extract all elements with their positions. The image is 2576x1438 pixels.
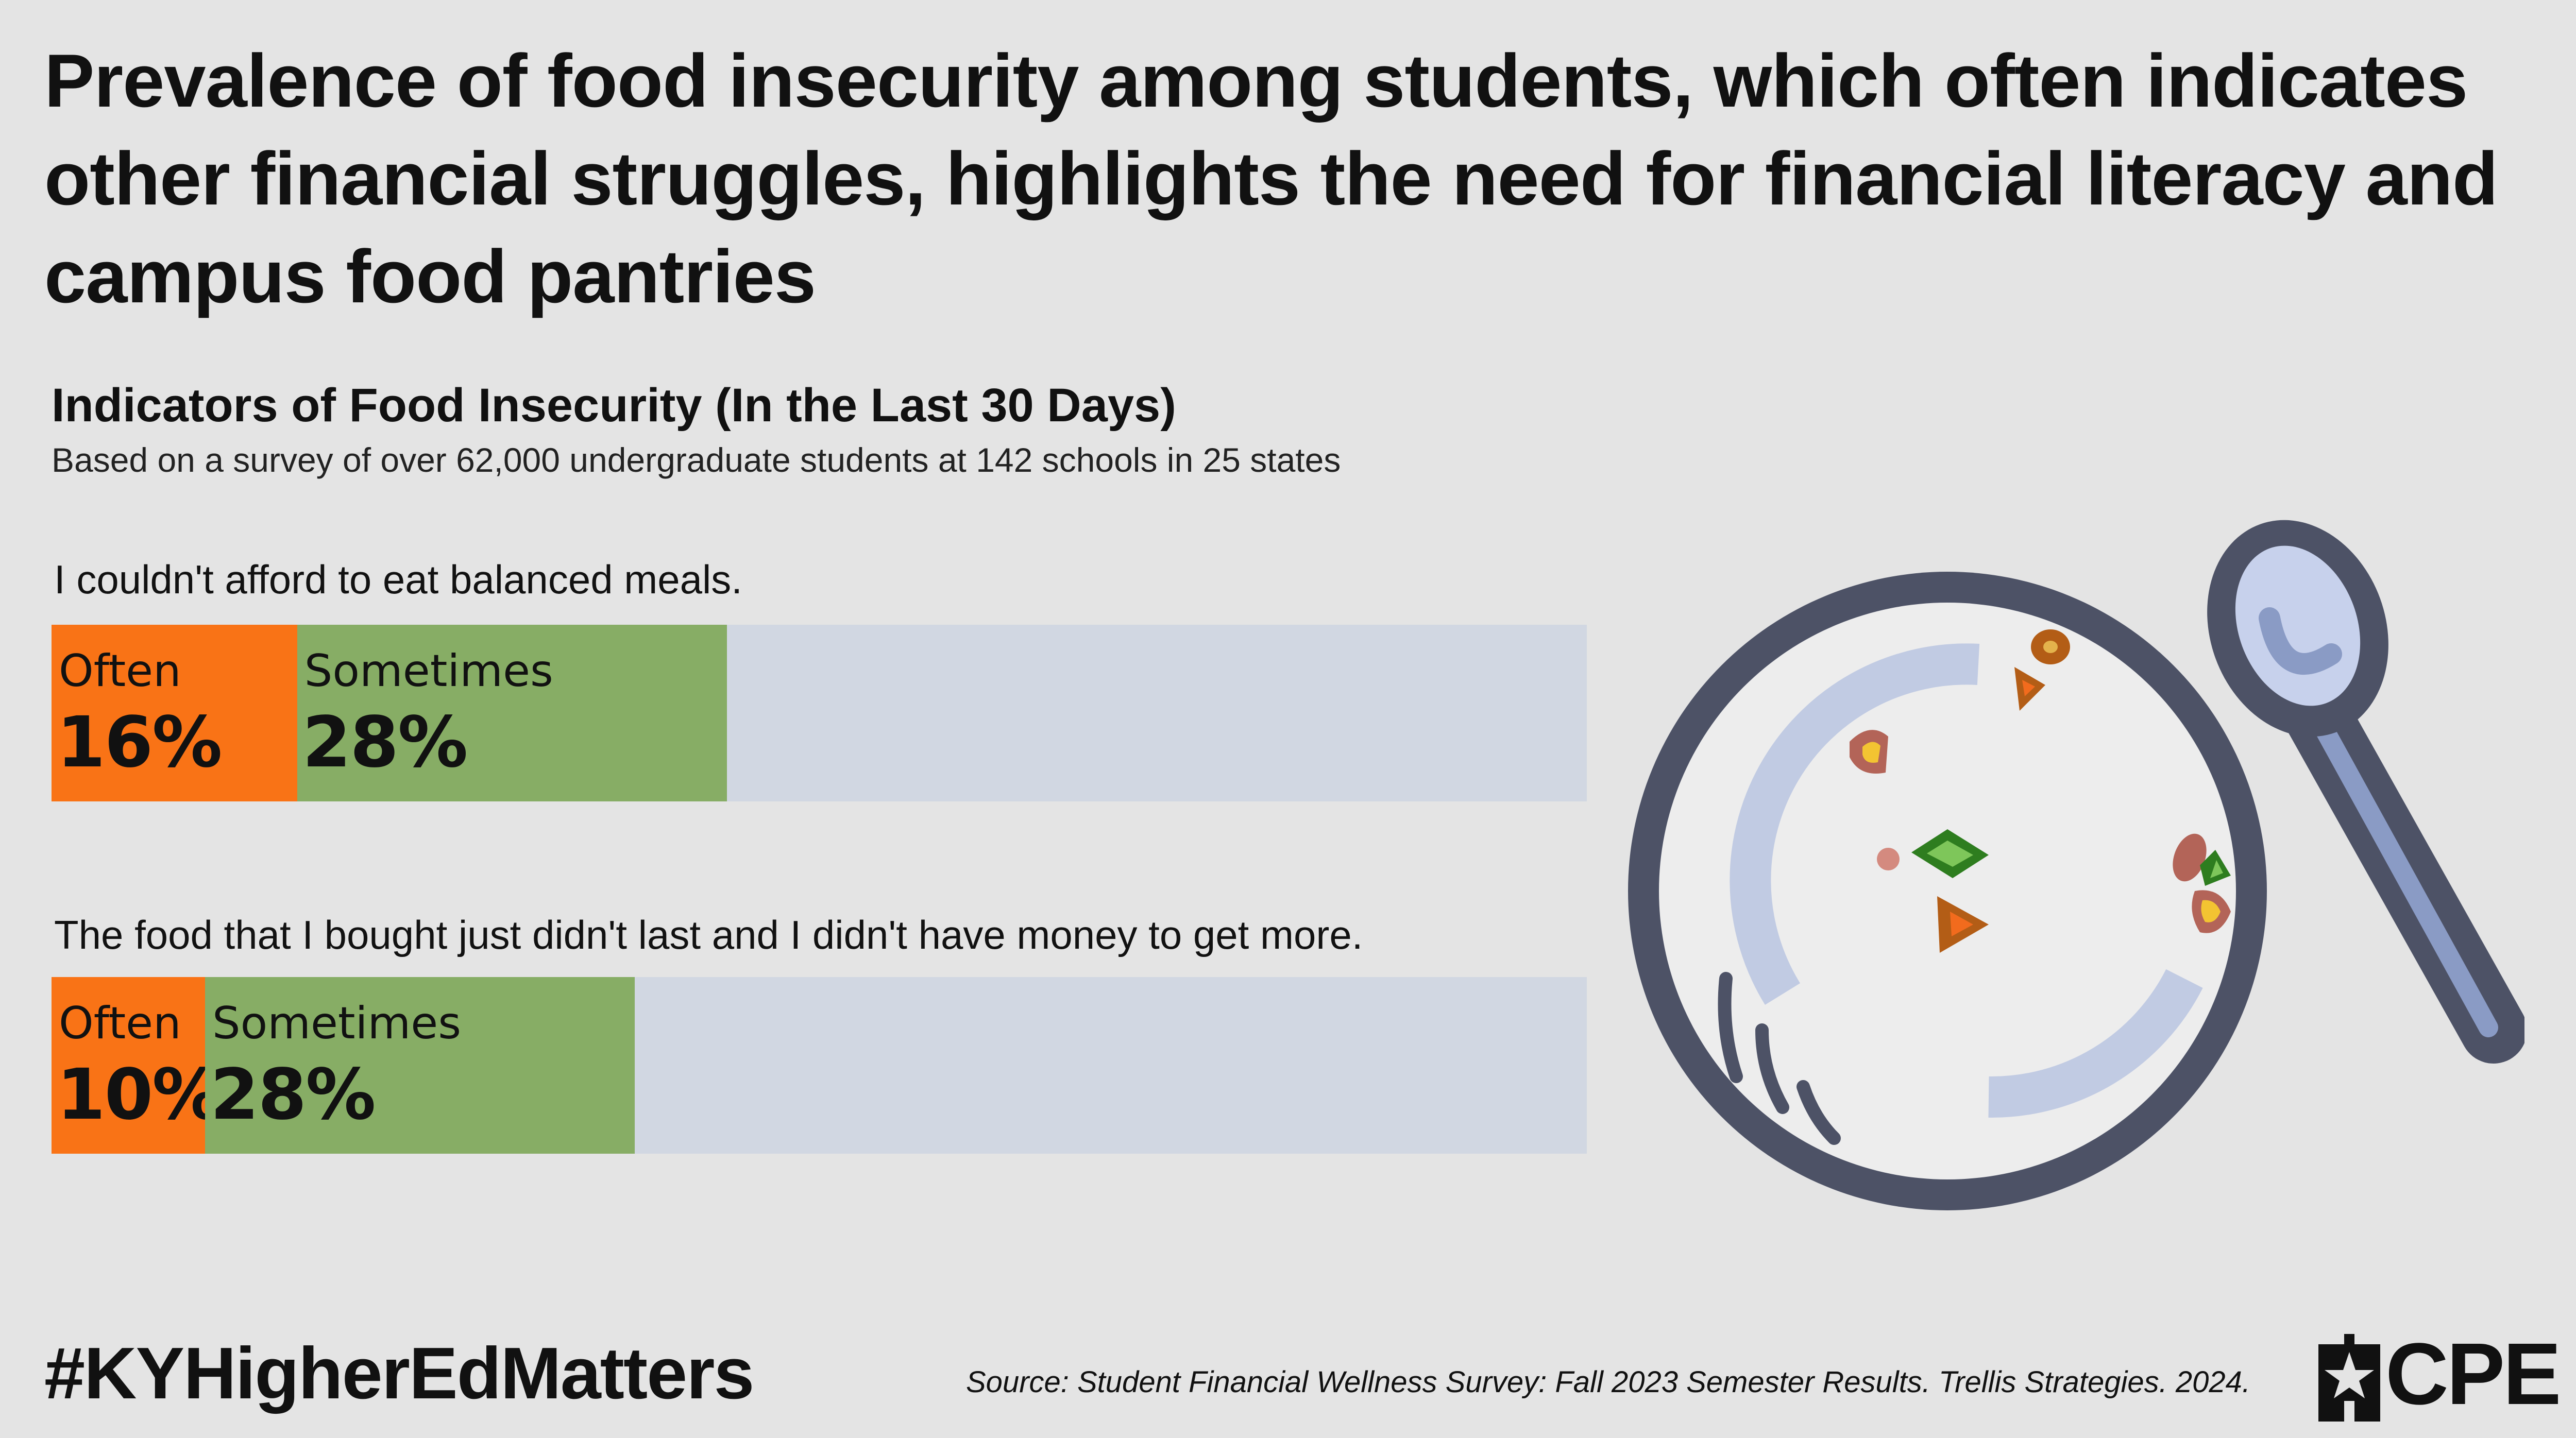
bar-sometimes-1: Sometimes 28%	[297, 625, 727, 801]
plate-with-spoon-icon	[1628, 520, 2524, 1210]
source-note: Source: Student Financial Wellness Surve…	[966, 1365, 2251, 1399]
bar-often-1: Often 16%	[52, 625, 297, 801]
cpe-star-icon	[2318, 1334, 2380, 1422]
chart-title: Indicators of Food Insecurity (In the La…	[52, 379, 1176, 432]
chart-subtitle: Based on a survey of over 62,000 undergr…	[52, 441, 1341, 479]
headline: Prevalence of food insecurity among stud…	[44, 39, 2498, 318]
logo-text: CPE	[2385, 1325, 2562, 1423]
spoon-icon	[2207, 520, 2524, 1064]
bar-track-1: Often 16% Sometimes 28%	[52, 625, 1587, 801]
value-sometimes-2: 28%	[210, 1054, 376, 1136]
label-often-2: Often	[59, 998, 181, 1049]
label-sometimes-1: Sometimes	[304, 645, 553, 697]
value-sometimes-1: 28%	[302, 702, 468, 783]
bar-track-2: Often 10% Sometimes 28%	[52, 977, 1587, 1154]
value-often-2: 10%	[57, 1054, 223, 1136]
label-sometimes-2: Sometimes	[212, 998, 461, 1049]
question-2: The food that I bought just didn't last …	[54, 912, 1363, 957]
cpe-logo: CPE	[2313, 1324, 2562, 1423]
food-crumbs-icon	[1850, 629, 2231, 953]
label-often-1: Often	[59, 645, 181, 697]
value-often-1: 16%	[57, 702, 223, 783]
hashtag: #KYHigherEdMatters	[44, 1332, 754, 1414]
question-1: I couldn't afford to eat balanced meals.	[54, 557, 742, 602]
bar-often-2: Often 10%	[52, 977, 223, 1154]
plate-icon	[1628, 572, 2267, 1210]
bar-sometimes-2: Sometimes 28%	[205, 977, 635, 1154]
